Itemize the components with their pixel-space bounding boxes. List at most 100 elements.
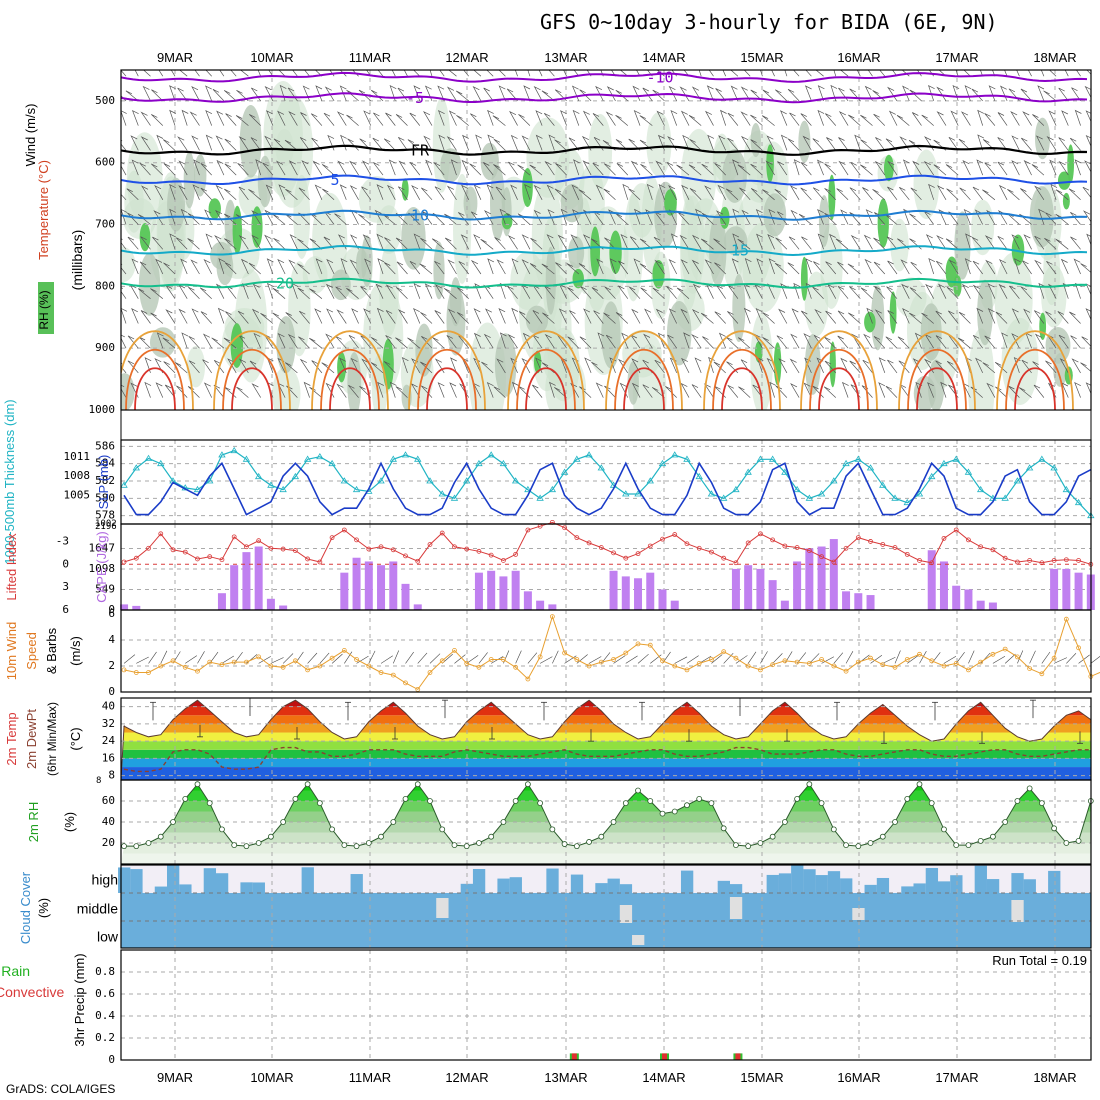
cloud-high-bar (950, 875, 963, 893)
wind-barb (463, 70, 469, 77)
wind10m-barb (637, 653, 649, 664)
rh-blob-dark (818, 195, 830, 247)
rh-point (402, 796, 409, 802)
wind10m-barb (392, 650, 400, 664)
lifted-index-point (953, 527, 959, 533)
cloud-high-bar (925, 867, 939, 893)
wind-barb (829, 233, 837, 250)
wind-barb (151, 89, 164, 102)
wind-barb (719, 109, 727, 126)
wind-barb (532, 310, 543, 324)
cape-bar (805, 548, 814, 610)
wind-barb (131, 109, 139, 126)
rh-blob-dark (927, 359, 945, 410)
lifted-index-point (366, 546, 372, 552)
wind-barb (150, 312, 164, 324)
wind-barb (838, 111, 849, 126)
wind-speed-point (758, 667, 763, 673)
cloud-gap (729, 897, 743, 919)
wind-barb (187, 386, 200, 398)
wind-barb (1049, 159, 1057, 176)
rh-point (953, 842, 960, 848)
wind-barb (473, 308, 482, 324)
rh-blob-dark (257, 155, 273, 208)
wind-speed-point (525, 676, 531, 682)
wind-barb (484, 308, 494, 324)
wind-barb (346, 114, 359, 126)
wind-barb (374, 209, 384, 225)
wind-barb (1007, 188, 1020, 201)
thickness-point (573, 455, 581, 462)
wind-barb (1016, 70, 1020, 77)
chart-title: GFS 0~10day 3-hourly for BIDA (6E, 9N) (540, 10, 998, 34)
wind-barb (854, 134, 862, 151)
wind-barb (255, 159, 263, 176)
lifted-index-point (231, 534, 237, 540)
wind-barb (740, 86, 751, 102)
cloud-high-bar (607, 878, 620, 893)
wind-barb (972, 284, 983, 299)
wind-barb (833, 70, 837, 77)
rh-blob (1041, 264, 1067, 328)
wind-speed-point (917, 651, 922, 657)
wind-barb (125, 90, 139, 102)
warm-contour (800, 330, 878, 410)
wind-barb (456, 115, 469, 126)
wind-barb (668, 85, 678, 102)
wind-barb (849, 286, 861, 299)
wind-barb (289, 234, 298, 250)
wind-barb (486, 184, 494, 200)
wind-barb (323, 112, 335, 126)
tick-label: 578 (95, 509, 115, 522)
date-tick-top: 14MAR (642, 50, 685, 65)
wind-barb (1075, 70, 1081, 77)
rh-blob-dark (1034, 117, 1051, 160)
wind-barb (121, 70, 127, 77)
wind-barb (448, 70, 457, 77)
wind-barb (398, 160, 408, 176)
wind-barb (615, 139, 629, 151)
wind10m-barb (564, 655, 577, 664)
wind-barb (1060, 258, 1069, 275)
wind-barb (790, 333, 800, 349)
rh-blob-green (382, 338, 394, 390)
wind-barb (397, 309, 408, 324)
wind-barb (1058, 87, 1069, 102)
thickness-point (487, 451, 495, 458)
wind-barb (775, 385, 788, 398)
wind-barb (358, 214, 372, 225)
rh-point (622, 800, 629, 806)
wind-barb (395, 114, 408, 126)
wind-barb (314, 70, 323, 77)
tick-label: 1008 (64, 469, 91, 482)
wind-barb (178, 308, 188, 324)
rh-blob-green (828, 174, 836, 221)
wind-barb (309, 337, 323, 349)
wind-barb (498, 85, 506, 102)
lifted-index-point (280, 546, 286, 552)
wind-barb (181, 332, 189, 349)
wind-barb (180, 258, 188, 275)
wind-speed-point (158, 663, 164, 669)
wind-barb (1023, 160, 1032, 176)
wind-barb (277, 332, 286, 349)
wind-barb (370, 362, 384, 374)
rh-blob-green (572, 268, 584, 289)
wind-barb (131, 159, 139, 176)
wind-barb (1037, 85, 1045, 102)
cloud-high-bar (460, 883, 473, 893)
tick-label: 8 (108, 769, 115, 782)
cape-bar (487, 570, 496, 610)
wind-barb (236, 386, 249, 398)
wind-barb (548, 70, 555, 77)
rh-point (280, 819, 287, 825)
wind-barb (487, 109, 494, 126)
date-tick-bottom: 14MAR (642, 1070, 685, 1085)
wind-barb (730, 85, 739, 102)
temp-band (121, 723, 1091, 733)
wind-barb (140, 136, 151, 151)
rh-blob (186, 346, 206, 388)
wind-barb (840, 70, 849, 77)
wind-barb (230, 70, 237, 77)
run-total-label: Run Total = 0.19 (992, 953, 1087, 968)
